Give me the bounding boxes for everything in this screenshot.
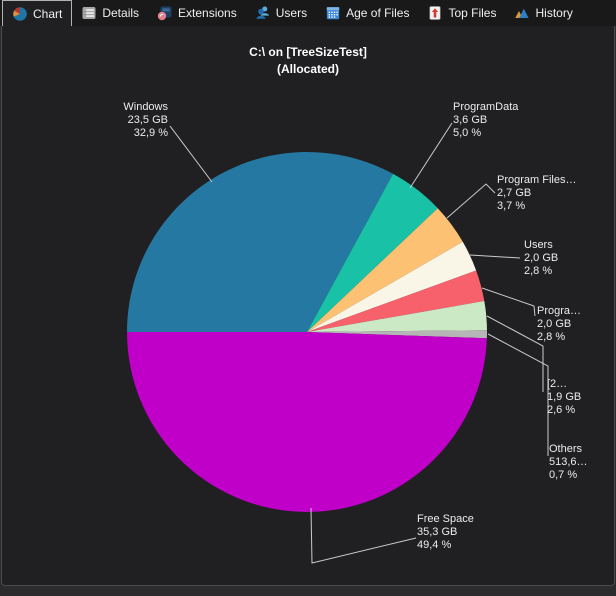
tab-extensions[interactable]: Extensions [148, 0, 246, 25]
leader-line-program-files [446, 183, 496, 219]
tab-bar: Chart Details [0, 0, 616, 26]
tab-label: Top Files [448, 5, 497, 20]
tab-label: Chart [33, 6, 63, 21]
leader-line-others [487, 333, 549, 456]
leader-line-free-space [310, 507, 417, 564]
pie-slice-programdata[interactable] [307, 173, 438, 332]
chart-title-line2: (Allocated) [276, 62, 339, 76]
tab-top-files[interactable]: Top Files [418, 0, 505, 25]
leader-line-users [469, 254, 521, 259]
history-icon [514, 5, 530, 21]
tab-history[interactable]: History [505, 0, 581, 25]
leader-line-progra [481, 287, 536, 317]
tab-users[interactable]: Users [246, 0, 316, 25]
pie-slice-free-space[interactable] [127, 332, 487, 512]
top-files-icon [427, 5, 443, 21]
tab-label: Users [275, 5, 308, 20]
pie-slice-windows[interactable] [127, 151, 394, 332]
tab-label: History [535, 5, 573, 20]
leader-line-2 [486, 315, 544, 392]
tab-label: Age of Files [346, 5, 410, 20]
pie-chart-icon [12, 6, 28, 22]
leader-line-windows [169, 125, 213, 183]
age-of-files-icon [325, 5, 341, 21]
users-icon [255, 5, 271, 21]
chart-title-line1: C:\ on [TreeSizeTest] [249, 45, 367, 59]
pie-slice-program-files[interactable] [307, 208, 463, 332]
tab-label: Details [102, 5, 140, 20]
details-icon [81, 5, 97, 21]
tab-details[interactable]: Details [72, 0, 148, 25]
pie-slice-others[interactable] [307, 330, 487, 339]
tab-label: Extensions [178, 5, 237, 20]
pie-slice-users[interactable] [307, 241, 477, 332]
extensions-icon [157, 5, 173, 21]
pie-slice-2[interactable] [307, 301, 487, 332]
tab-chart[interactable]: Chart [2, 0, 73, 26]
leader-line-programdata [409, 122, 453, 189]
tab-age-of-files[interactable]: Age of Files [316, 0, 418, 25]
chart-title: C:\ on [TreeSizeTest] (Allocated) [0, 44, 616, 78]
pie-slice-progra[interactable] [307, 270, 485, 332]
